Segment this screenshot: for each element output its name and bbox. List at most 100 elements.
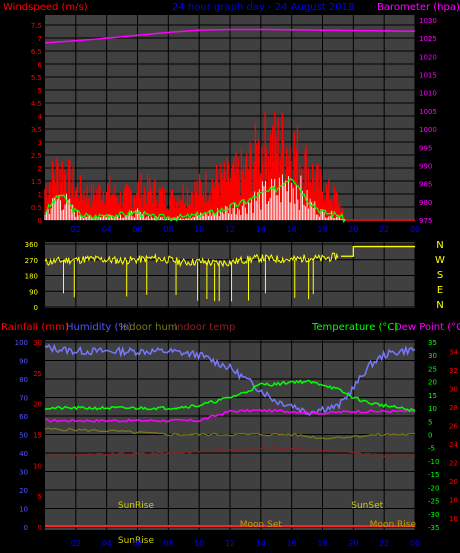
humidity-y-tick: 10 [19, 506, 28, 514]
wind-axis-title: Windspeed (m/s) [3, 2, 88, 13]
compass-label: E [437, 285, 443, 296]
dewpoint-y-tick: 30 [449, 385, 458, 393]
temperature-y-tick: 20 [428, 379, 437, 387]
humidity-y-tick: 30 [19, 469, 28, 477]
temperature-y-tick: 0 [428, 432, 432, 440]
dewpoint-y-tick: 32 [449, 367, 458, 375]
humidity-line [44, 343, 416, 417]
humidity-y-tick: 70 [19, 395, 28, 403]
rainfall-y-tick: 5 [38, 493, 42, 501]
baro-y-tick: 1010 [419, 90, 437, 98]
rainfall-y-tick: 30 [33, 339, 42, 347]
humidity-y-tick: 50 [19, 432, 28, 440]
temp-x-tick: 22 [379, 539, 389, 548]
rainfall-y-tick: 25 [33, 370, 42, 378]
sunrise-label: SunRise [118, 501, 155, 511]
dewpoint-y-tick: 22 [449, 459, 458, 467]
temp-x-tick: 10 [194, 539, 204, 548]
temp-x-tick: 02 [71, 539, 81, 548]
dewpoint-y-tick: 34 [449, 348, 458, 356]
wind-y-tick: 2 [38, 165, 42, 173]
compass-label: S [437, 270, 443, 281]
temperature-y-tick: 25 [428, 365, 437, 373]
baro-y-tick: 1000 [419, 126, 437, 134]
dewpoint-y-tick: 26 [449, 422, 458, 430]
wind-x-tick: 00 [410, 225, 420, 234]
dewpoint-y-tick: 18 [449, 496, 458, 504]
wind-y-tick: 4.5 [31, 100, 42, 108]
temperature-y-tick: -15 [428, 471, 439, 479]
humidity-y-tick: 60 [19, 413, 28, 421]
baro-y-tick: 985 [419, 181, 432, 189]
temperature-y-tick: -35 [428, 524, 439, 532]
wind-x-tick: 14 [256, 225, 266, 234]
indoor-temp-line [44, 445, 416, 458]
wind-y-tick: 6.5 [31, 48, 42, 56]
wind-x-tick: 02 [71, 225, 81, 234]
temperature-y-tick: 5 [428, 418, 432, 426]
temp-x-tick: 14 [256, 539, 266, 548]
indoor-temp-title: Indoor temp [174, 322, 235, 333]
baro-y-tick: 995 [419, 144, 432, 152]
temperature-line [44, 379, 416, 413]
temperature-axis-title: Temperature (°C) [311, 322, 398, 333]
rainfall-y-tick: 0 [38, 524, 42, 532]
wind-y-tick: 1.5 [31, 178, 42, 186]
wind-panel-plot [44, 28, 416, 223]
rainfall-y-tick: 15 [33, 432, 42, 440]
wind-y-tick: 4 [38, 113, 43, 121]
wind-y-tick: 1 [38, 191, 42, 199]
rainfall-axis-title: Rainfall (mm) [1, 322, 69, 333]
dewpoint-y-tick: 16 [449, 515, 458, 523]
temp-x-tick: 00 [410, 539, 420, 548]
rainfall-y-tick: 20 [33, 401, 42, 409]
dewpoint-line [45, 408, 416, 423]
compass-label: N [436, 240, 443, 251]
temperature-y-tick: -25 [428, 498, 439, 506]
dewpoint-y-tick: 20 [449, 478, 458, 486]
temperature-y-tick: -10 [428, 458, 439, 466]
temp-x-tick: 20 [348, 539, 358, 548]
dir-y-tick: 90 [29, 288, 38, 296]
temperature-y-tick: -30 [428, 511, 439, 519]
indoor-humidity-line [44, 427, 416, 440]
sunrise-bottom-label: SunRise [118, 536, 155, 546]
dir-y-tick: 360 [25, 241, 38, 249]
axis-labels: 02 04 06 08 10 12 14 16 18 20 22 0000.511.522.533.5… [15, 17, 459, 548]
wind-x-tick: 10 [194, 225, 204, 234]
wind-x-tick: 16 [287, 225, 297, 234]
wind-y-tick: 0 [38, 217, 42, 225]
dewpoint-axis-title: Dew Point (°C) [394, 322, 460, 333]
rainfall-y-tick: 10 [33, 462, 42, 470]
wind-x-tick: 04 [102, 225, 112, 234]
temperature-y-tick: 35 [428, 339, 437, 347]
temperature-y-tick: 10 [428, 405, 437, 413]
average-wind-line [44, 177, 347, 223]
sunset-label: SunSet [351, 501, 383, 511]
temp-x-tick: 12 [225, 539, 235, 548]
wind-y-tick: 0.5 [31, 204, 42, 212]
wind-y-tick: 6 [38, 61, 43, 69]
baro-y-tick: 990 [419, 162, 432, 170]
temp-x-tick: 04 [102, 539, 112, 548]
moonset-label: Moon Set [240, 520, 283, 530]
barometer-axis-title: Barometer (hpa) [377, 2, 460, 13]
direction-steady-line [341, 245, 415, 257]
temperature-y-tick: 30 [428, 352, 437, 360]
direction-line [44, 252, 339, 268]
baro-y-tick: 1005 [419, 108, 437, 116]
direction-panel-plot [44, 245, 415, 302]
direction-panel-grid [45, 242, 416, 308]
temperature-y-tick: -5 [428, 445, 435, 453]
barometer-line [44, 28, 416, 44]
humidity-y-tick: 80 [19, 376, 28, 384]
wind-x-tick: 18 [317, 225, 327, 234]
wind-y-tick: 3 [38, 139, 42, 147]
wind-y-tick: 5 [38, 87, 42, 95]
temperature-y-tick: -20 [428, 484, 439, 492]
wind-x-tick: 20 [348, 225, 358, 234]
dir-y-tick: 270 [25, 257, 38, 265]
dir-y-tick: 180 [25, 273, 38, 281]
baro-y-tick: 975 [419, 217, 432, 225]
temp-x-tick: 08 [163, 539, 173, 548]
